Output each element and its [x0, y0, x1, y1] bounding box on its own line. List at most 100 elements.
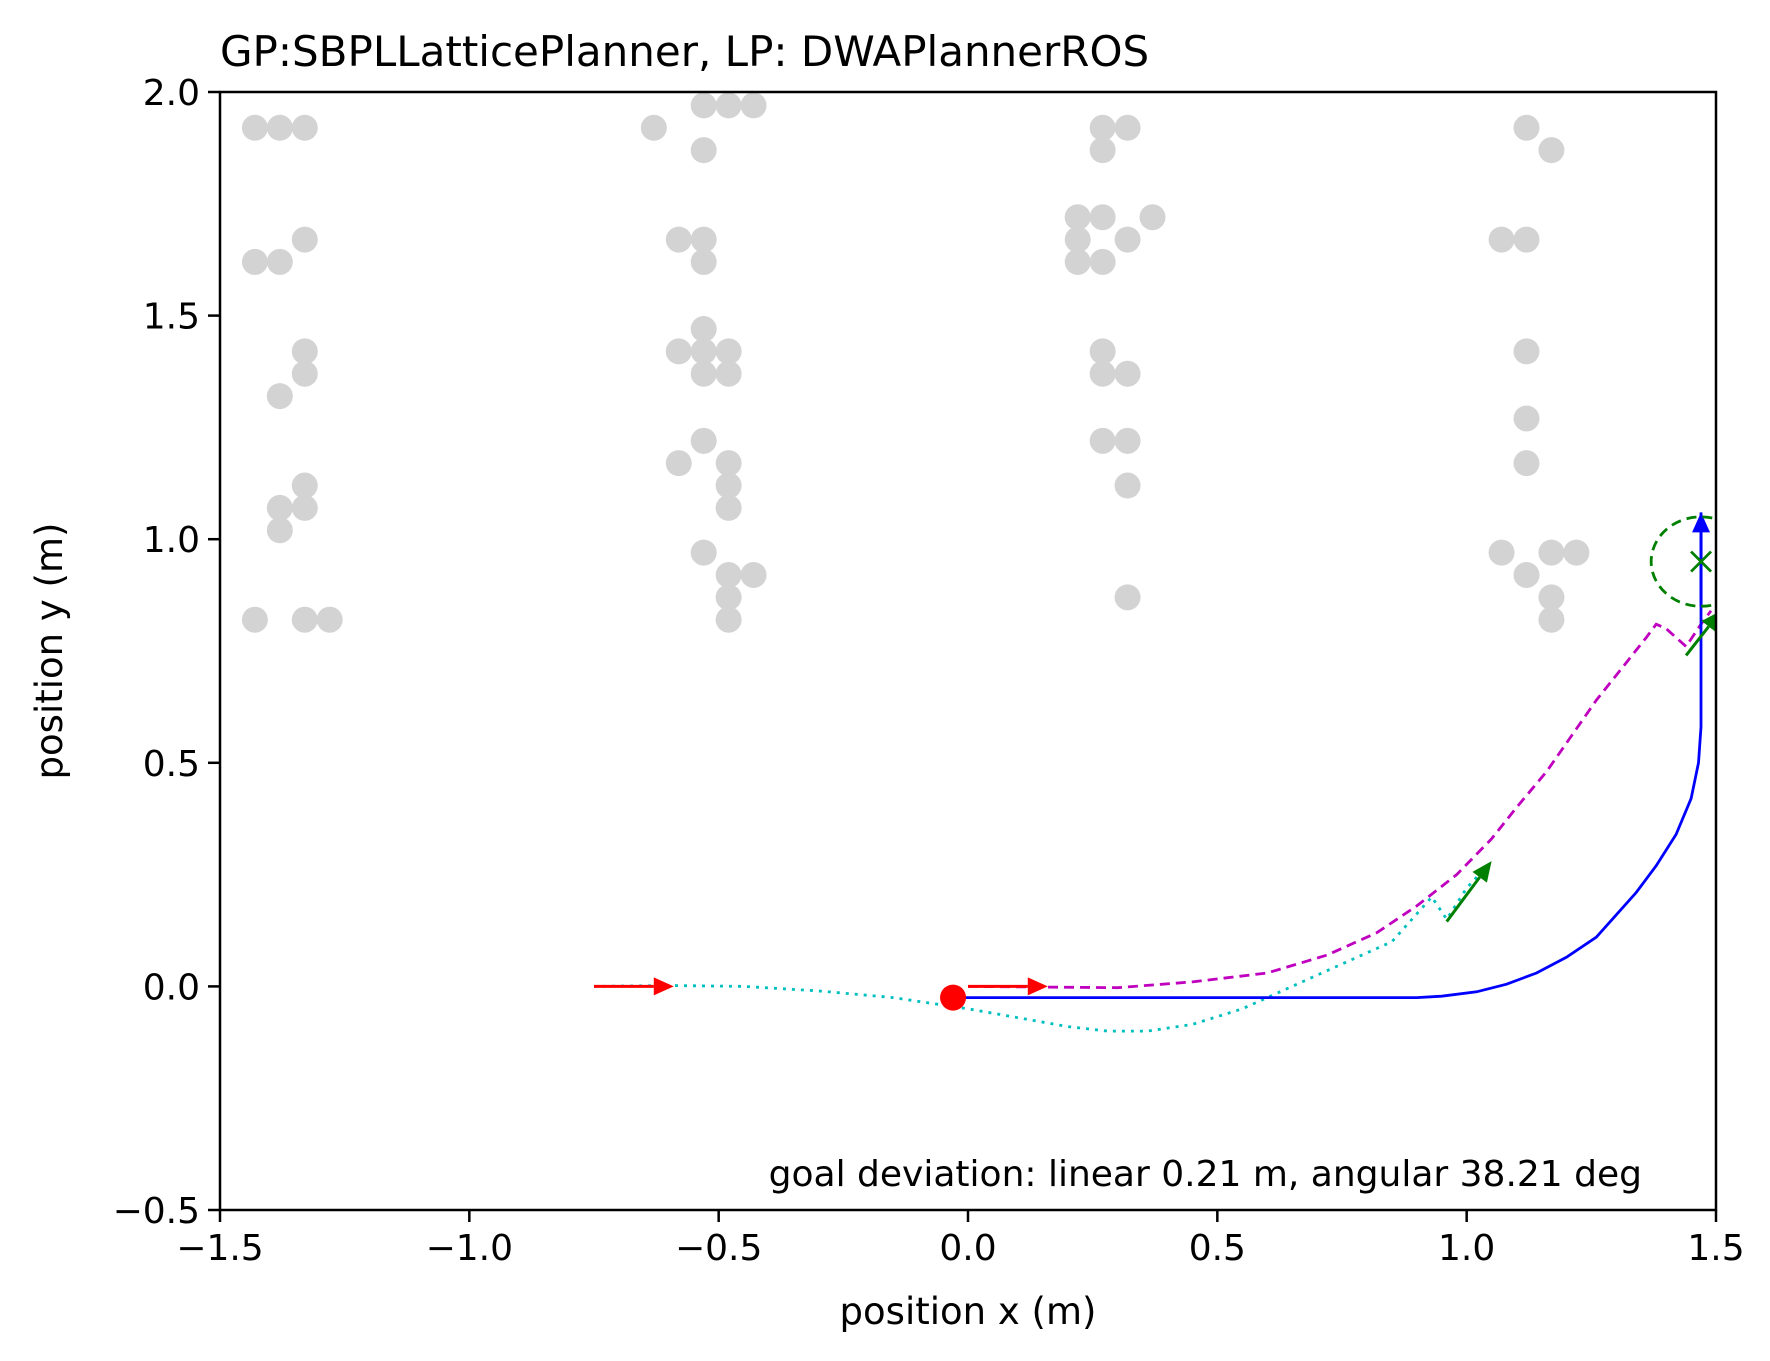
chart-title: GP:SBPLLatticePlanner, LP: DWAPlannerROS	[220, 27, 1149, 76]
obstacle-point	[690, 427, 717, 454]
obstacle-point	[266, 248, 293, 275]
goal-deviation-annotation: goal deviation: linear 0.21 m, angular 3…	[769, 1154, 1642, 1195]
pose-markers	[594, 512, 1716, 1011]
obstacle-point	[690, 248, 717, 275]
obstacle-point	[1089, 338, 1116, 365]
obstacle-point	[291, 338, 318, 365]
obstacle-point	[1114, 114, 1141, 141]
obstacle-point	[715, 606, 742, 633]
obstacle-point	[715, 472, 742, 499]
obstacle-point	[690, 226, 717, 253]
plot-area	[241, 92, 1716, 1033]
x-tick-label: 1.0	[1438, 1228, 1495, 1269]
obstacle-point	[1114, 226, 1141, 253]
obstacle-point	[316, 606, 343, 633]
obstacle-point	[1089, 360, 1116, 387]
robot-heading-arrow-head	[1692, 512, 1711, 533]
obstacle-point	[266, 517, 293, 544]
obstacle-point	[1064, 248, 1091, 275]
robot-path-line	[953, 512, 1703, 999]
obstacle-point	[1538, 137, 1565, 164]
obstacle-point	[1513, 338, 1540, 365]
goal-heading-arrow-head	[1701, 613, 1716, 633]
obstacle-point	[690, 360, 717, 387]
obstacle-point	[715, 494, 742, 521]
x-tick-label: −0.5	[675, 1228, 762, 1269]
obstacle-point	[1513, 561, 1540, 588]
obstacle-point	[1089, 204, 1116, 231]
y-axis-label: position y (m)	[28, 523, 71, 780]
obstacle-point	[1064, 226, 1091, 253]
obstacle-markers	[241, 92, 1590, 633]
obstacle-point	[740, 561, 767, 588]
x-tick-label: 1.5	[1687, 1228, 1744, 1269]
obstacle-point	[1089, 114, 1116, 141]
obstacle-point	[715, 360, 742, 387]
obstacle-point	[690, 92, 717, 119]
obstacle-point	[1538, 539, 1565, 566]
goal-heading-arrow-shaft	[1445, 876, 1481, 923]
obstacle-point	[1064, 204, 1091, 231]
obstacle-point	[291, 472, 318, 499]
obstacle-point	[1513, 226, 1540, 253]
obstacle-point	[291, 360, 318, 387]
y-tick-label: 1.5	[143, 297, 200, 338]
obstacle-point	[1563, 539, 1590, 566]
obstacle-point	[690, 137, 717, 164]
obstacle-point	[640, 114, 667, 141]
obstacle-point	[1114, 584, 1141, 611]
obstacle-point	[291, 226, 318, 253]
obstacle-point	[291, 114, 318, 141]
x-tick-label: 0.5	[1189, 1228, 1246, 1269]
obstacle-point	[291, 494, 318, 521]
obstacle-point	[1114, 427, 1141, 454]
obstacle-point	[715, 338, 742, 365]
obstacle-point	[241, 114, 268, 141]
obstacle-point	[1139, 204, 1166, 231]
x-axis-label: position x (m)	[840, 1290, 1097, 1333]
start-heading-arrow-head	[1027, 977, 1048, 996]
obstacle-point	[740, 92, 767, 119]
x-tick-label: 0.0	[939, 1228, 996, 1269]
x-tick-label: −1.5	[176, 1228, 263, 1269]
y-tick-label: 0.0	[143, 967, 200, 1008]
obstacle-point	[1114, 472, 1141, 499]
y-tick-label: −0.5	[113, 1191, 200, 1232]
obstacle-point	[665, 338, 692, 365]
obstacle-point	[690, 316, 717, 343]
obstacle-point	[715, 450, 742, 477]
goal-marker-stroke	[1690, 550, 1713, 573]
obstacle-point	[1513, 114, 1540, 141]
obstacle-point	[665, 450, 692, 477]
obstacle-point	[1089, 248, 1116, 275]
obstacle-point	[690, 338, 717, 365]
obstacle-point	[665, 226, 692, 253]
y-tick-label: 1.0	[143, 520, 200, 561]
obstacle-point	[1513, 450, 1540, 477]
obstacle-point	[291, 606, 318, 633]
y-tick-label: 2.0	[143, 73, 200, 114]
obstacle-point	[1538, 606, 1565, 633]
obstacle-point	[715, 561, 742, 588]
axis-ticks: −1.5 −1.0 −0.5 0.0 0.5 1.0 1.5 −0.5 0.0 0.5 1.0 1.5…	[113, 73, 1745, 1269]
start-heading-arrow-head	[653, 977, 674, 996]
obstacle-point	[1513, 405, 1540, 432]
y-tick-label: 0.5	[143, 744, 200, 785]
obstacle-point	[690, 539, 717, 566]
obstacle-point	[241, 248, 268, 275]
global-plan-line	[967, 609, 1713, 990]
obstacle-point	[266, 383, 293, 410]
obstacle-point	[241, 606, 268, 633]
goal-tolerance-circle	[1649, 515, 1716, 608]
goal-heading-arrow-head	[1472, 861, 1492, 883]
obstacle-point	[1089, 137, 1116, 164]
goal-heading-arrow-shaft	[1684, 625, 1710, 657]
obstacle-point	[715, 92, 742, 119]
obstacle-point	[266, 494, 293, 521]
obstacle-point	[266, 114, 293, 141]
obstacle-point	[1114, 360, 1141, 387]
obstacle-point	[715, 584, 742, 611]
start-point	[940, 984, 967, 1011]
